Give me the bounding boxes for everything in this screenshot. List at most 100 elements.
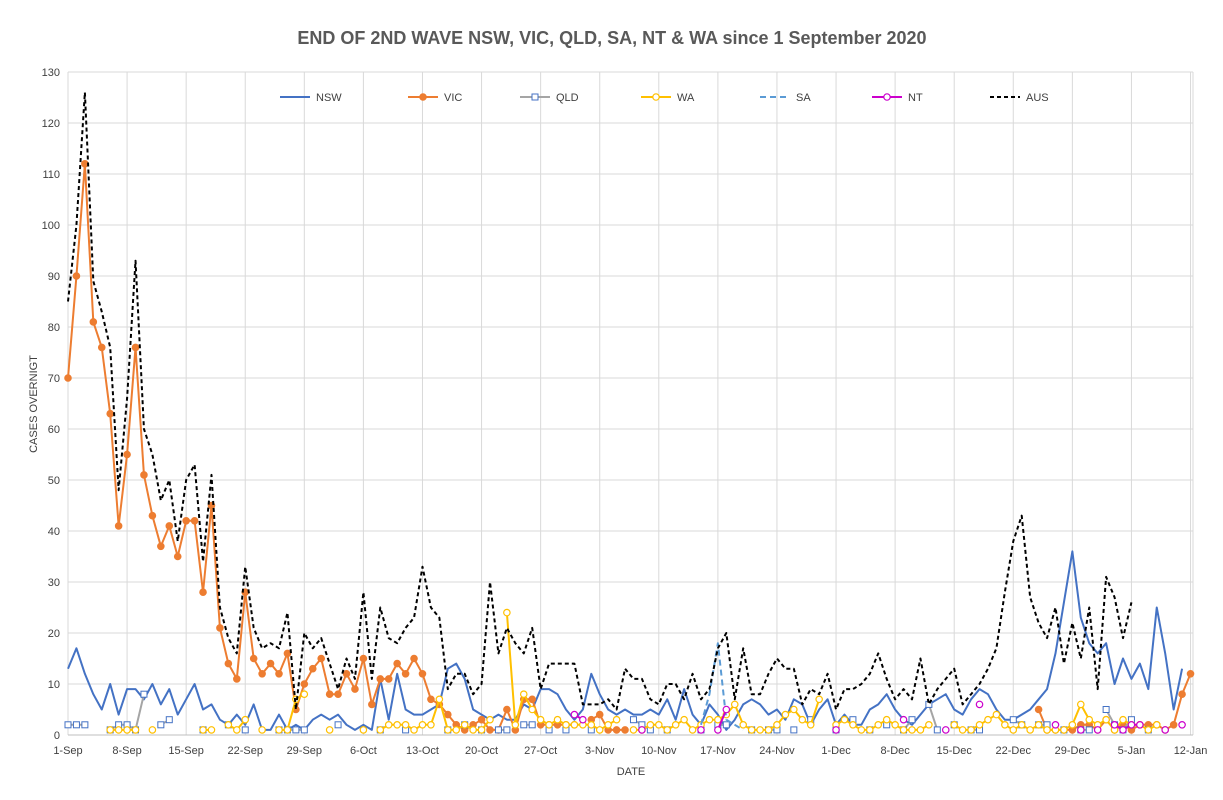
data-point — [131, 343, 140, 352]
data-point — [764, 726, 773, 734]
data-point — [579, 715, 587, 724]
series-line-nsw — [67, 550, 1184, 731]
data-point — [1136, 720, 1144, 729]
data-point — [882, 715, 891, 724]
data-point — [950, 720, 959, 729]
data-point — [975, 720, 984, 729]
x-tick-label: 15-Dec — [936, 745, 972, 757]
y-tick-label: 90 — [48, 271, 60, 283]
data-point — [325, 690, 334, 699]
data-point — [570, 720, 579, 729]
data-point — [410, 726, 418, 734]
x-tick-label: 12-Jan — [1174, 745, 1208, 757]
data-point — [401, 669, 410, 678]
series-nt — [570, 700, 1186, 734]
data-point — [621, 726, 629, 734]
data-point — [224, 720, 233, 729]
data-point — [1169, 720, 1178, 729]
series-aus — [67, 91, 1133, 711]
data-point — [865, 726, 874, 734]
data-point — [1178, 720, 1186, 729]
data-point — [233, 726, 241, 734]
legend-item-nt: NT — [872, 92, 923, 104]
data-point — [334, 690, 342, 699]
x-tick-label: 13-Oct — [406, 745, 439, 757]
data-point — [908, 716, 916, 724]
data-point — [503, 608, 511, 617]
data-point — [1161, 726, 1170, 734]
data-point — [832, 726, 840, 734]
data-point — [300, 690, 309, 699]
x-tick-label: 1-Sep — [53, 745, 82, 757]
y-tick-label: 0 — [54, 730, 60, 742]
data-point — [587, 720, 596, 729]
y-tick-label: 100 — [42, 220, 60, 232]
data-point — [595, 726, 604, 734]
data-point — [460, 720, 469, 729]
data-point — [494, 726, 502, 734]
data-point — [806, 720, 815, 729]
data-point — [1017, 720, 1026, 729]
data-point — [536, 715, 545, 724]
data-point — [266, 659, 275, 668]
y-tick-label: 130 — [42, 67, 60, 79]
data-point — [790, 726, 798, 734]
data-point — [503, 705, 511, 714]
data-point — [72, 272, 81, 280]
data-point — [300, 680, 309, 688]
data-point — [148, 726, 157, 734]
legend-label: AUS — [1026, 92, 1049, 104]
data-point — [486, 726, 494, 734]
data-point — [705, 715, 714, 724]
data-point — [520, 721, 528, 729]
data-point — [747, 726, 756, 734]
data-point — [874, 720, 883, 729]
data-point — [992, 710, 1001, 719]
data-point — [182, 516, 190, 525]
y-tick-label: 20 — [48, 628, 60, 640]
chart-title: END OF 2ND WAVE NSW, VIC, QLD, SA, NT & … — [297, 28, 926, 48]
data-point — [840, 715, 849, 724]
data-point — [81, 721, 89, 729]
legend: NSW VIC QLD WA SA NT AUS — [280, 92, 1049, 104]
data-point — [1060, 726, 1068, 734]
y-tick-label: 10 — [48, 679, 60, 691]
y-tick-label: 50 — [48, 475, 60, 487]
data-point — [1102, 706, 1110, 713]
data-point — [1144, 726, 1153, 734]
data-point — [1001, 720, 1009, 729]
data-point — [714, 726, 722, 734]
data-point — [1026, 726, 1034, 734]
data-point — [393, 659, 401, 668]
data-point — [612, 715, 621, 724]
series-line-aus — [67, 91, 1133, 711]
y-tick-label: 30 — [48, 577, 60, 589]
x-tick-label: 8-Sep — [112, 745, 141, 757]
data-point — [401, 720, 410, 729]
data-point — [790, 705, 798, 714]
gridlines — [67, 71, 1194, 736]
data-point — [1119, 726, 1127, 734]
data-point — [114, 726, 123, 734]
data-point — [342, 669, 351, 678]
data-point — [173, 552, 182, 561]
data-point — [131, 726, 140, 734]
data-point — [157, 542, 165, 551]
x-tick-label: 5-Jan — [1118, 745, 1146, 757]
data-point — [798, 715, 807, 724]
data-point — [756, 726, 764, 734]
data-point — [815, 695, 823, 704]
data-point — [1178, 690, 1186, 699]
data-point — [1152, 720, 1161, 729]
data-point — [97, 343, 106, 352]
data-point — [857, 726, 866, 734]
legend-item-qld: QLD — [520, 92, 579, 104]
data-point — [1068, 720, 1077, 729]
data-point — [1034, 720, 1043, 729]
data-point — [883, 93, 891, 101]
data-point — [570, 710, 579, 719]
data-point — [199, 588, 207, 597]
y-tick-label: 110 — [42, 169, 60, 181]
y-axis-title: CASES OVERNIGT — [28, 355, 40, 453]
data-point — [545, 720, 553, 729]
